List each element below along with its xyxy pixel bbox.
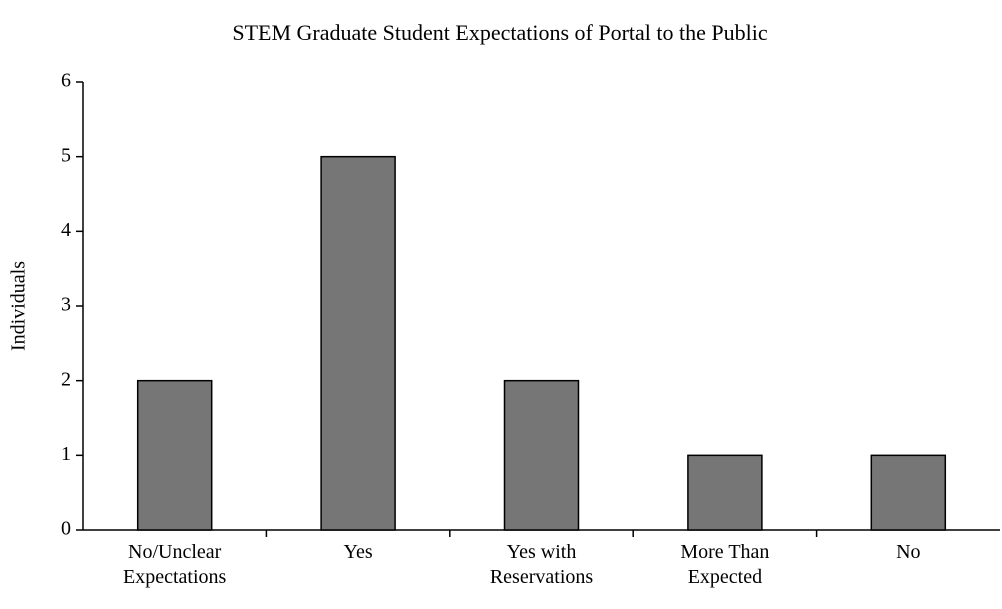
bar: [136, 379, 213, 531]
y-tick-label: 4: [61, 219, 71, 241]
x-tick-label: Yes with Reservations: [489, 541, 594, 588]
bar: [320, 155, 396, 531]
bar: [687, 454, 763, 531]
x-tick-label: Yes: [343, 541, 373, 563]
y-axis-label: Individuals: [8, 261, 30, 351]
x-tick-label: More Than Expected: [680, 541, 770, 588]
y-tick-label: 5: [61, 144, 71, 166]
y-tick-label: 1: [61, 443, 71, 465]
bar: [870, 454, 947, 531]
y-tick-label: 6: [61, 70, 71, 92]
y-tick-label: 2: [61, 368, 71, 390]
y-tick-label: 0: [61, 518, 71, 540]
x-tick-label: No/Unclear Expectations: [123, 541, 227, 588]
chart-title: STEM Graduate Student Expectations of Po…: [232, 20, 767, 45]
bar: [503, 379, 580, 531]
y-tick-label: 3: [61, 294, 71, 316]
x-tick-label: No: [896, 541, 921, 563]
